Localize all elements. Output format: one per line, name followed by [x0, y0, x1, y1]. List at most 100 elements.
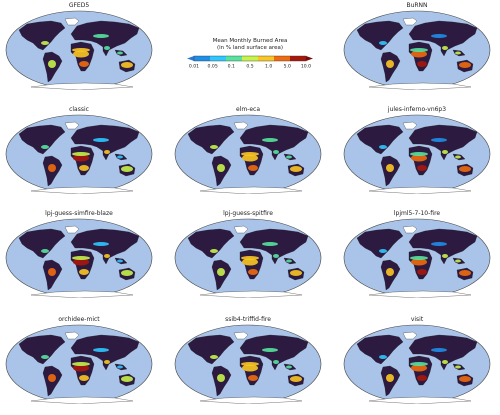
burned-area-patch — [431, 34, 447, 38]
burned-area-patch — [273, 150, 279, 154]
burned-area-patch — [248, 375, 258, 381]
map-panel-ssib4: ssib4-triffid-fire — [174, 316, 322, 404]
burned-area-patch — [262, 138, 278, 142]
burned-area-patch — [210, 355, 218, 359]
burned-area-patch — [431, 138, 447, 142]
burned-area-patch — [48, 60, 56, 68]
colorbar-segment — [226, 56, 243, 61]
burned-area-patch — [417, 269, 427, 275]
colorbar-tick-label: 0.01 — [189, 64, 199, 70]
burned-area-patch — [242, 258, 258, 266]
burned-area-patch — [104, 150, 110, 154]
burned-area-patch — [117, 365, 123, 369]
landmass-greenland — [402, 121, 418, 130]
burned-area-patch — [262, 242, 278, 246]
landmass-antarctica — [199, 396, 303, 404]
map-panel-lpj-guess-spitfire: lpj-guess-spitfire — [174, 210, 322, 298]
panel-title: orchidee-mict — [58, 316, 100, 323]
burned-area-patch — [241, 152, 259, 156]
burned-area-patch — [248, 165, 258, 171]
burned-area-patch — [286, 155, 292, 159]
colorbar-over-arrow — [306, 56, 313, 61]
burned-area-patch — [217, 268, 225, 276]
landmass-antarctica — [199, 186, 303, 194]
burned-area-patch — [242, 364, 258, 372]
map-panel-orchidee-mict: orchidee-mict — [5, 316, 153, 404]
burned-area-patch — [210, 249, 218, 253]
landmass-greenland — [64, 17, 80, 26]
legend-title-line2: (in % land surface area) — [217, 44, 283, 51]
colorbar-segment — [290, 56, 307, 61]
landmass-antarctica — [30, 186, 134, 194]
landmass-namerica — [356, 228, 404, 259]
burned-area-patch — [386, 374, 394, 382]
burned-area-patch — [41, 355, 49, 359]
burned-area-patch — [242, 154, 258, 162]
colorbar-tick-label: 1.0 — [265, 64, 272, 70]
map-panel-lpjml5: lpjml5-7-10-fire — [343, 210, 491, 298]
burned-area-patch — [73, 154, 89, 162]
burned-area-patch — [386, 60, 394, 68]
landmass-greenland — [233, 121, 249, 130]
burned-area-patch — [411, 50, 427, 58]
burned-area-patch — [121, 376, 133, 382]
burned-area-patch — [241, 362, 259, 366]
burned-area-patch — [73, 50, 89, 58]
burned-area-patch — [431, 348, 447, 352]
burned-area-patch — [73, 258, 89, 266]
burned-area-patch — [121, 166, 133, 172]
burned-area-patch — [290, 376, 302, 382]
panel-title: elm-eca — [235, 106, 261, 113]
burned-area-patch — [104, 46, 110, 50]
landmass-namerica — [187, 228, 235, 259]
world-map — [5, 218, 153, 298]
landmass-antarctica — [199, 290, 303, 298]
burned-area-patch — [459, 376, 471, 382]
burned-area-patch — [262, 348, 278, 352]
burned-area-patch — [79, 61, 89, 67]
burned-area-patch — [104, 360, 110, 364]
burned-area-patch — [104, 254, 110, 258]
landmass-antarctica — [368, 82, 472, 90]
burned-area-patch — [459, 62, 471, 68]
colorbar-tick-label: 10.0 — [301, 64, 311, 70]
burned-area-patch — [286, 365, 292, 369]
burned-area-patch — [410, 48, 428, 52]
burned-area-patch — [121, 270, 133, 276]
world-map — [174, 218, 322, 298]
burned-area-patch — [72, 362, 90, 366]
panel-title: lpj-guess-spitfire — [223, 210, 273, 217]
landmass-greenland — [233, 331, 249, 340]
landmass-antarctica — [30, 82, 134, 90]
world-map — [343, 10, 491, 90]
world-map — [5, 324, 153, 404]
burned-area-patch — [410, 256, 428, 260]
burned-area-patch — [290, 270, 302, 276]
burned-area-patch — [72, 152, 90, 156]
landmass-greenland — [402, 17, 418, 26]
burned-area-patch — [72, 48, 90, 52]
burned-area-patch — [117, 155, 123, 159]
burned-area-patch — [41, 41, 49, 45]
burned-area-patch — [417, 61, 427, 67]
burned-area-patch — [79, 269, 89, 275]
landmass-greenland — [402, 225, 418, 234]
colorbar-tick-label: 0.5 — [246, 64, 253, 70]
colorbar-segment — [274, 56, 291, 61]
burned-area-patch — [455, 365, 461, 369]
world-map — [343, 324, 491, 404]
burned-area-patch — [417, 165, 427, 171]
landmass-namerica — [18, 334, 66, 365]
landmass-antarctica — [368, 186, 472, 194]
panel-title: ssib4-triffid-fire — [225, 316, 271, 323]
burned-area-patch — [93, 34, 109, 38]
burned-area-patch — [286, 259, 292, 263]
panel-title: visit — [410, 316, 424, 323]
map-panel-gfed5: GFED5 — [5, 2, 153, 90]
burned-area-patch — [79, 375, 89, 381]
burned-area-patch — [455, 155, 461, 159]
world-map — [5, 10, 153, 90]
panel-title: classic — [69, 106, 89, 113]
panel-title: jules-inferno-vn6p3 — [387, 106, 447, 113]
landmass-namerica — [187, 334, 235, 365]
